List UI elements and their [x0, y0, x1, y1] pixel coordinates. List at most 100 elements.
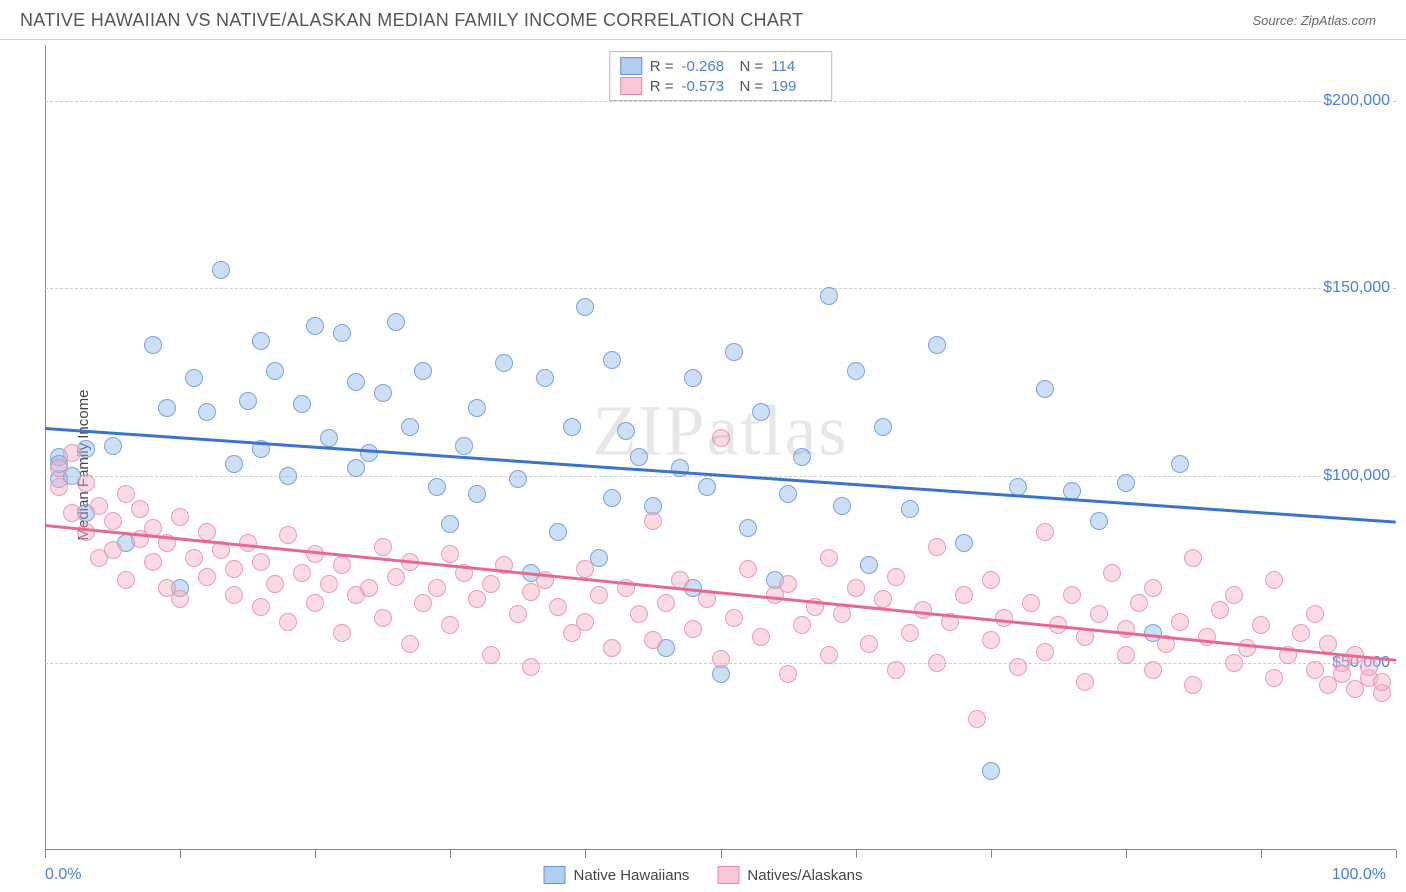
y-tick-label: $100,000 — [1321, 467, 1392, 485]
data-point — [333, 624, 351, 642]
data-point — [77, 523, 95, 541]
data-point — [833, 497, 851, 515]
data-point — [1130, 594, 1148, 612]
data-point — [874, 590, 892, 608]
data-point — [1171, 613, 1189, 631]
data-point — [576, 560, 594, 578]
data-point — [779, 575, 797, 593]
data-point — [1144, 661, 1162, 679]
data-point — [712, 429, 730, 447]
data-point — [1184, 676, 1202, 694]
data-point — [1036, 380, 1054, 398]
legend-label: Natives/Alaskans — [747, 867, 862, 884]
data-point — [644, 512, 662, 530]
data-point — [725, 343, 743, 361]
data-point — [1036, 643, 1054, 661]
data-point — [793, 616, 811, 634]
data-point — [1306, 661, 1324, 679]
data-point — [928, 336, 946, 354]
data-point — [333, 324, 351, 342]
data-point — [617, 422, 635, 440]
swatch-icon — [544, 866, 566, 884]
x-tick — [991, 850, 992, 858]
swatch-icon — [620, 77, 642, 95]
data-point — [874, 418, 892, 436]
data-point — [185, 549, 203, 567]
data-point — [982, 631, 1000, 649]
data-point — [320, 575, 338, 593]
data-point — [360, 444, 378, 462]
data-point — [77, 474, 95, 492]
data-point — [901, 624, 919, 642]
data-point — [90, 497, 108, 515]
data-point — [468, 485, 486, 503]
data-point — [63, 444, 81, 462]
x-tick — [585, 850, 586, 858]
gridline — [45, 288, 1396, 289]
data-point — [1373, 673, 1391, 691]
data-point — [752, 628, 770, 646]
data-point — [320, 429, 338, 447]
data-point — [266, 575, 284, 593]
data-point — [117, 571, 135, 589]
data-point — [414, 594, 432, 612]
data-point — [293, 395, 311, 413]
series-legend: Native Hawaiians Natives/Alaskans — [544, 866, 863, 884]
data-point — [739, 560, 757, 578]
n-label: N = — [740, 78, 764, 95]
data-point — [482, 575, 500, 593]
data-point — [441, 616, 459, 634]
data-point — [1063, 586, 1081, 604]
r-label: R = — [650, 58, 674, 75]
data-point — [306, 317, 324, 335]
chart-title: NATIVE HAWAIIAN VS NATIVE/ALASKAN MEDIAN… — [20, 10, 803, 31]
data-point — [1306, 605, 1324, 623]
legend-row-series-0: R = -0.268 N = 114 — [620, 56, 822, 76]
data-point — [536, 369, 554, 387]
data-point — [252, 332, 270, 350]
data-point — [185, 369, 203, 387]
data-point — [374, 609, 392, 627]
data-point — [630, 605, 648, 623]
data-point — [684, 369, 702, 387]
data-point — [252, 598, 270, 616]
y-tick-label: $200,000 — [1321, 92, 1392, 110]
data-point — [793, 448, 811, 466]
data-point — [1238, 639, 1256, 657]
x-axis-min-label: 0.0% — [45, 866, 81, 884]
data-point — [820, 646, 838, 664]
x-tick — [315, 850, 316, 858]
data-point — [509, 470, 527, 488]
data-point — [982, 762, 1000, 780]
x-tick — [1261, 850, 1262, 858]
data-point — [279, 526, 297, 544]
legend-label: Native Hawaiians — [574, 867, 690, 884]
x-tick — [45, 850, 46, 858]
data-point — [1144, 579, 1162, 597]
data-point — [225, 586, 243, 604]
n-label: N = — [740, 58, 764, 75]
data-point — [779, 485, 797, 503]
legend-row-series-1: R = -0.573 N = 199 — [620, 76, 822, 96]
gridline — [45, 101, 1396, 102]
data-point — [1225, 654, 1243, 672]
data-point — [1265, 571, 1283, 589]
plot-area: ZIPatlas R = -0.268 N = 114 R = -0.573 N… — [45, 45, 1396, 850]
trendline — [45, 524, 1396, 661]
data-point — [1090, 512, 1108, 530]
data-point — [347, 459, 365, 477]
data-point — [1333, 665, 1351, 683]
data-point — [347, 373, 365, 391]
data-point — [1036, 523, 1054, 541]
data-point — [603, 639, 621, 657]
data-point — [684, 620, 702, 638]
data-point — [198, 403, 216, 421]
data-point — [333, 556, 351, 574]
data-point — [225, 455, 243, 473]
x-tick — [1126, 850, 1127, 858]
data-point — [955, 586, 973, 604]
data-point — [104, 512, 122, 530]
data-point — [576, 298, 594, 316]
x-tick — [721, 850, 722, 858]
data-point — [1117, 474, 1135, 492]
